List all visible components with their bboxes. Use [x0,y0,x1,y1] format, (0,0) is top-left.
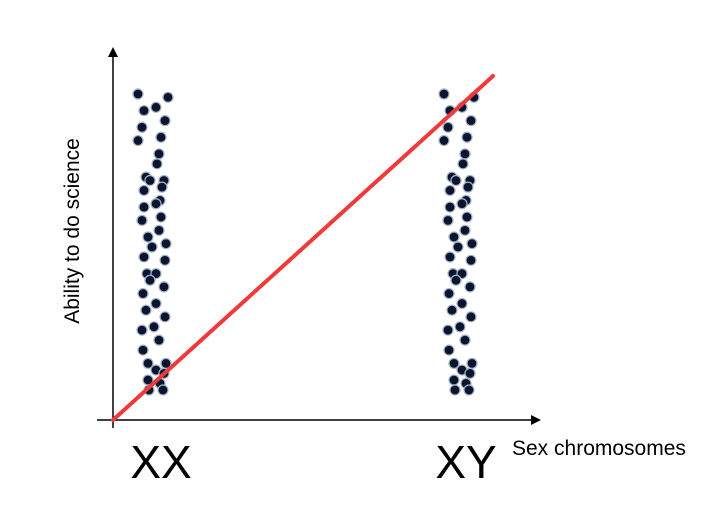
data-point-xy [450,174,462,187]
data-point-xy [465,254,477,266]
data-point-xx [153,334,165,346]
data-point-xx [153,224,165,236]
data-point-xy [438,88,450,100]
data-point-xx [142,231,154,243]
data-point-xy [457,158,469,170]
data-point-xx [150,297,162,310]
data-point-xx [137,287,149,300]
data-point-xx [150,198,162,210]
data-point-xx [157,384,169,396]
data-point-xy [446,304,458,316]
data-point-xy [461,131,473,143]
data-point-xx [137,344,149,356]
data-point-xy [454,321,466,333]
data-point-xx [146,241,158,253]
data-point-xx [151,158,163,170]
data-point-xy [464,281,476,293]
data-point-xy [464,367,476,379]
data-point-xy [456,297,468,310]
data-point-xy [443,287,455,300]
data-point-xy [466,238,478,250]
data-point-xx [140,304,152,316]
data-point-xx [159,254,171,266]
category-label-xx: XX [130,436,191,488]
data-point-xx [155,211,167,223]
data-point-xy [465,115,477,127]
x-axis-title: Sex chromosomes [512,437,686,460]
data-point-xy [459,224,471,236]
category-label-xy: XY [435,436,496,488]
data-point-xy [449,384,461,396]
data-points [132,88,480,396]
data-point-xx [155,131,167,143]
data-point-xx [138,201,150,213]
data-point-xy [463,384,475,396]
data-point-xx [150,101,162,113]
data-point-xy [466,357,478,369]
data-point-xx [148,321,160,333]
data-point-xy [444,201,456,213]
data-point-xy [459,334,471,346]
data-point-xx [144,274,156,286]
data-point-xy [459,148,471,160]
data-point-xx [136,121,148,133]
data-point-xy [444,184,456,197]
data-point-xy [456,198,468,210]
data-point-xx [142,357,154,369]
data-point-xx [136,324,148,336]
data-point-xy [448,357,460,369]
data-point-xx [160,238,172,250]
data-point-xx [138,251,150,263]
y-axis-title: Ability to do science [61,138,84,324]
data-point-xy [438,134,450,147]
data-point-xx [132,134,144,147]
data-point-xy [465,311,477,323]
data-point-xx [156,181,168,193]
data-point-xy [443,344,455,356]
data-point-xy [452,241,464,253]
data-point-xy [444,251,456,263]
data-point-xx [138,184,150,197]
trend-line [111,74,495,422]
data-point-xx [159,115,171,127]
data-point-xy [442,214,454,226]
data-point-xy [450,274,462,286]
data-point-xy [442,324,454,336]
data-point-xx [159,311,171,323]
data-point-xy [461,211,473,223]
data-point-xx [136,214,148,226]
data-point-xx [138,105,150,117]
data-point-xy [442,121,454,133]
data-point-xx [162,91,174,103]
data-point-xy [448,374,460,386]
data-point-xy [448,231,460,243]
data-point-xx [144,174,156,187]
data-point-xx [132,88,144,100]
data-point-xx [158,281,170,293]
data-point-xy [462,181,474,193]
data-point-xx [153,148,165,160]
